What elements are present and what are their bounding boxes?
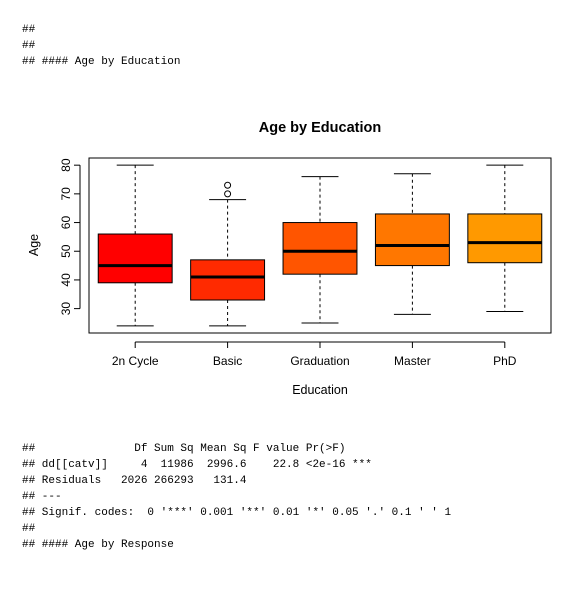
console-line: ## dd[[catv]] 4 11986 2996.6 22.8 <2e-16… [22,459,372,471]
console-line: ## Residuals 2026 266293 131.4 [22,475,247,487]
box-master [374,173,450,315]
console-output-bottom: ## Df Sum Sq Mean Sq F value Pr(>F) ## d… [22,441,451,553]
x-tick-label: Master [394,354,431,368]
box-body [282,222,358,275]
box-body [190,259,266,301]
console-line: ## Signif. codes: 0 '***' 0.001 '**' 0.0… [22,507,452,519]
console-line: ## #### Age by Response [22,539,174,551]
outlier-point [224,190,232,198]
box-body [467,213,543,264]
console-line: ## Df Sum Sq Mean Sq F value Pr(>F) [22,443,346,455]
outlier-point [224,181,232,189]
x-tick-label: Basic [213,354,242,368]
x-tick-label: Graduation [290,354,349,368]
y-tick-label: 30 [59,302,73,316]
box-2n-cycle [97,164,173,327]
box-basic [190,181,266,327]
y-tick-label: 60 [59,216,73,230]
boxplot-chart: Age by Education 30 40 50 60 70 80 2n Cycle Ba… [27,120,552,397]
y-tick-label: 50 [59,244,73,258]
box-series [97,164,543,327]
y-tick-label: 80 [59,158,73,172]
y-tick-label: 40 [59,273,73,287]
box-body [374,213,450,267]
console-line: ## #### Age by Education [22,56,181,68]
box-graduation [282,176,358,324]
console-line: ## [22,523,36,535]
console-line: ## [22,24,36,36]
x-axis-label: Education [292,383,348,397]
box-phd [467,164,543,312]
console-output-top: ## ## ## #### Age by Education [22,22,180,70]
console-line: ## [22,40,36,52]
x-tick-label: PhD [493,354,517,368]
chart-title: Age by Education [259,120,381,136]
plot-frame [88,157,552,334]
x-axis: 2n Cycle Basic Graduation Master PhD [112,341,517,368]
box-body [97,233,173,284]
console-line: ## --- [22,491,62,503]
y-axis: 30 40 50 60 70 80 [59,158,81,316]
x-tick-label: 2n Cycle [112,354,159,368]
y-tick-label: 70 [59,187,73,201]
y-axis-label: Age [27,234,41,256]
